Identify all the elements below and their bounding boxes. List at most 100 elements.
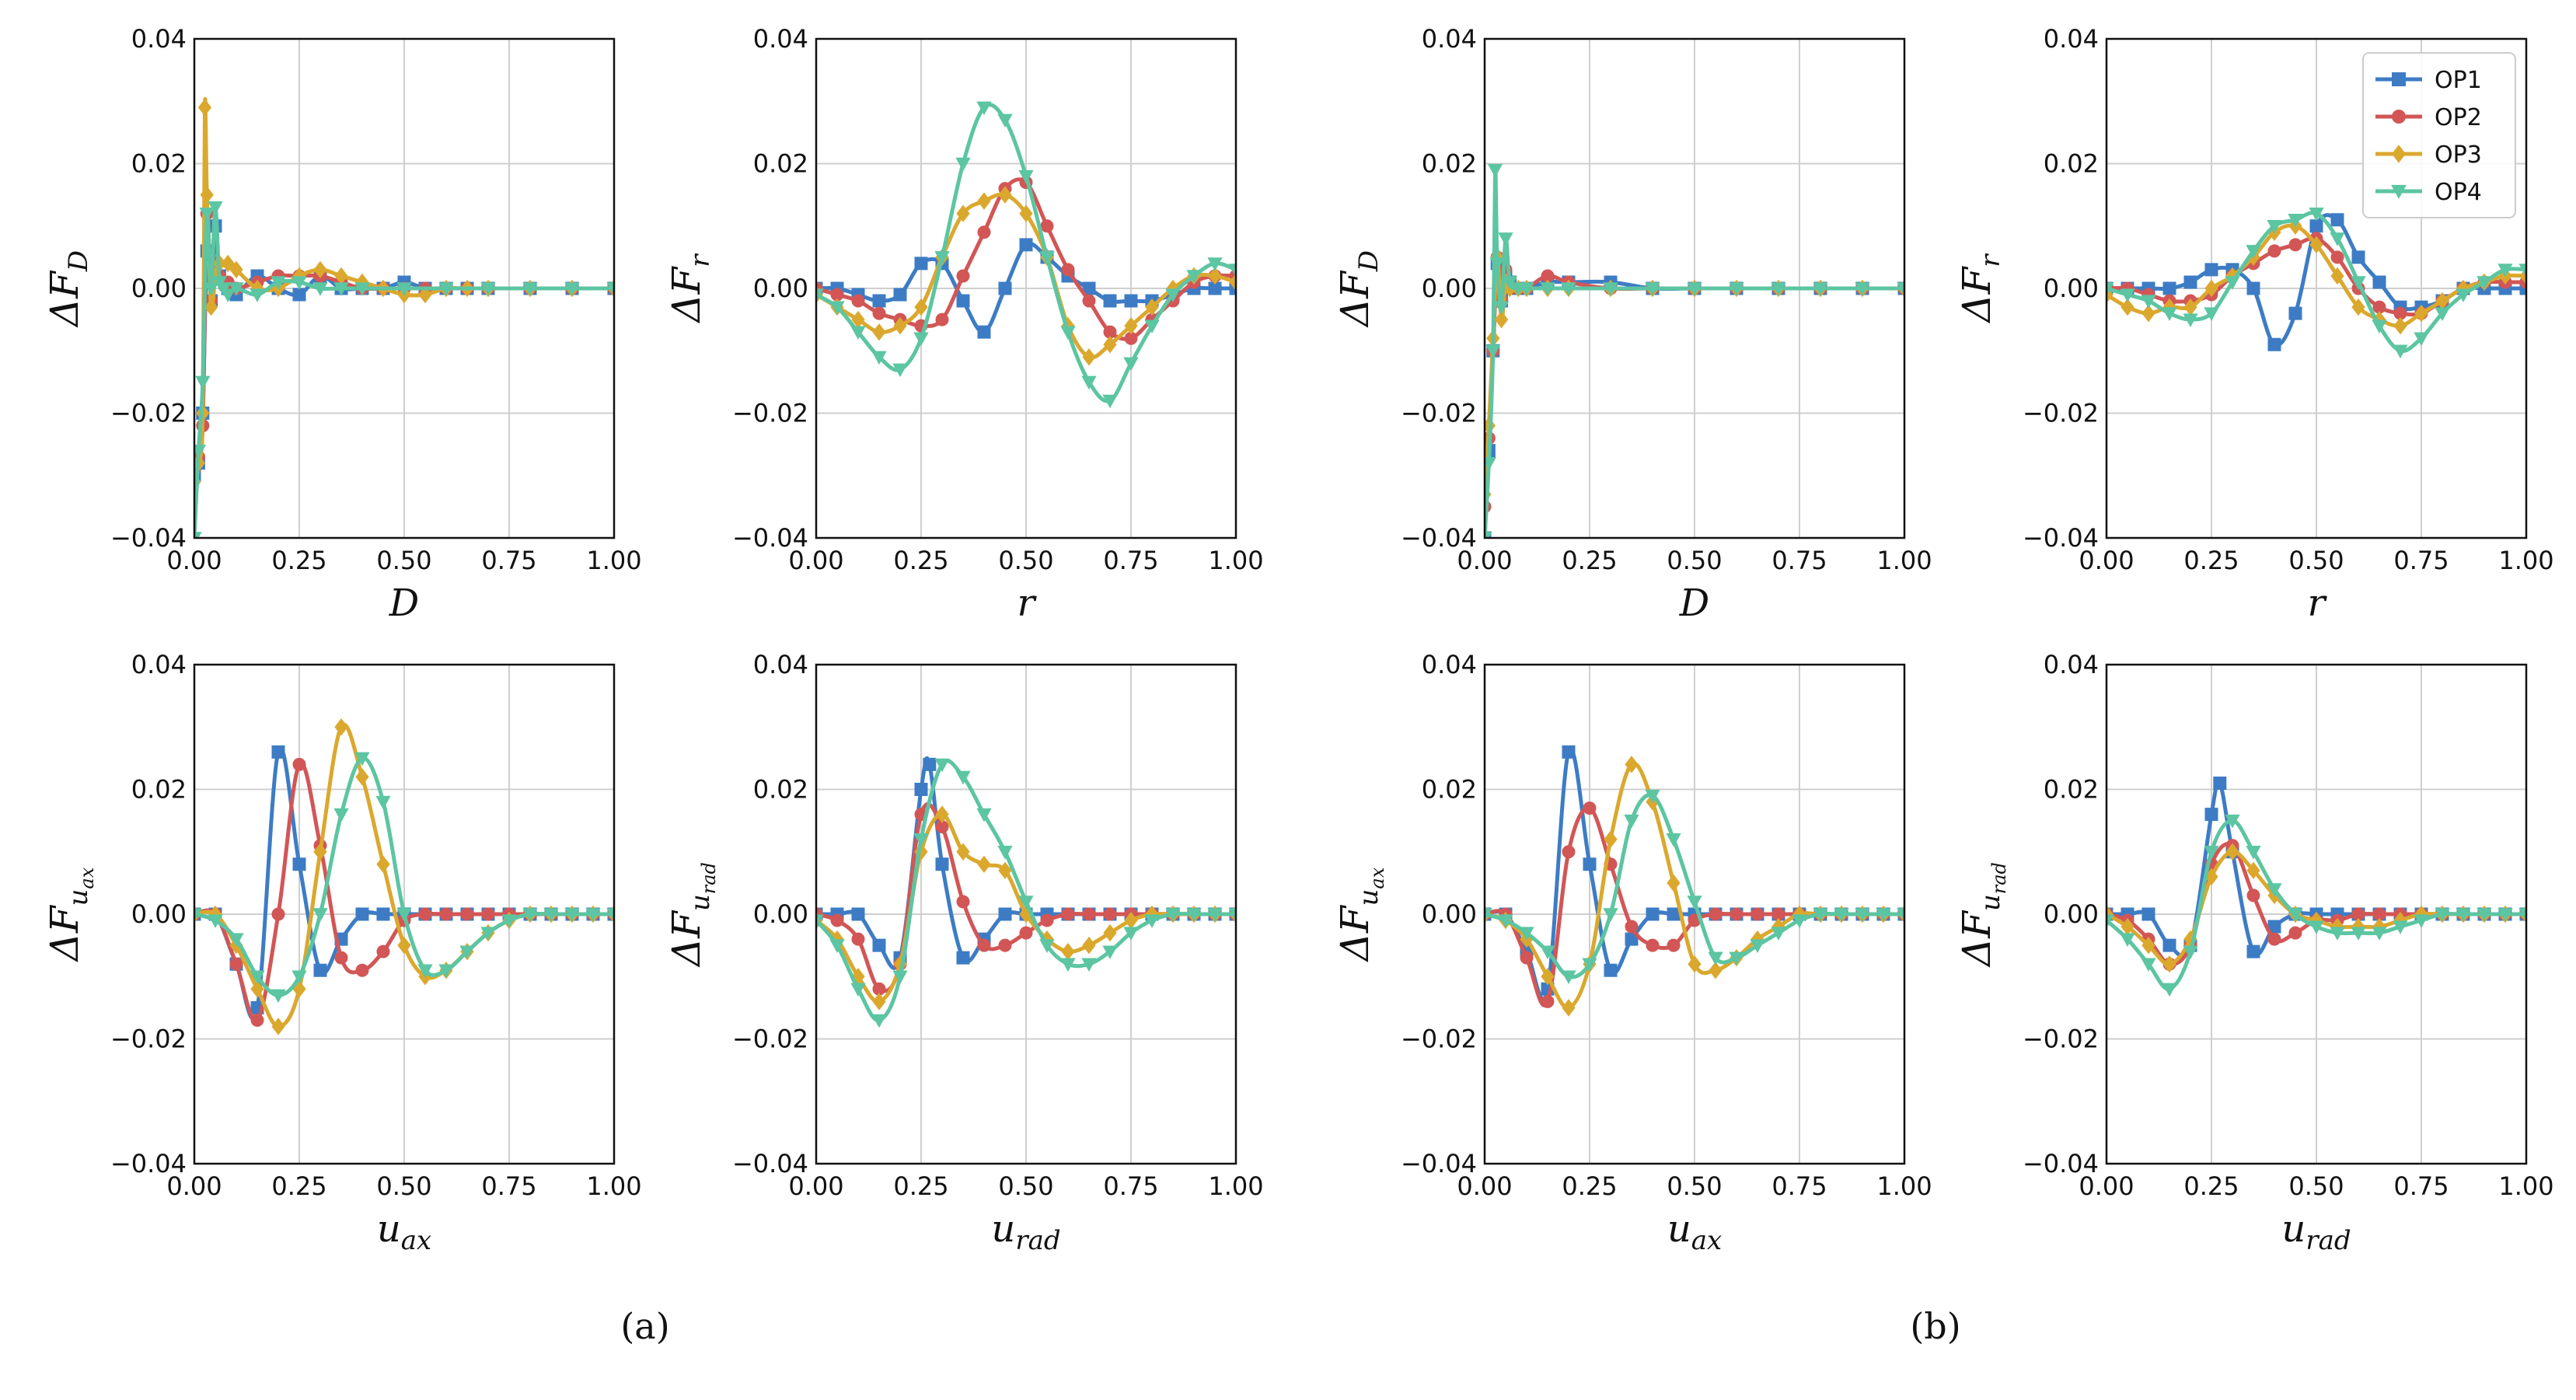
data-point-op4 [1897, 908, 1904, 922]
chart-panel-b-r: 0.00 0.25 0.50 0.75 1.00 0.04 0.02 0.00 −0.02 −0.… [1954, 24, 2554, 625]
data-point-op3 [200, 186, 214, 204]
data-point-op4 [1228, 908, 1236, 922]
x-tick-label: 0.25 [893, 546, 948, 575]
data-point-op3 [935, 805, 949, 823]
data-point-op1 [2288, 306, 2302, 320]
series-group [2107, 208, 2526, 359]
data-point-op3 [1494, 310, 1509, 329]
x-tick-label: 0.50 [2288, 546, 2344, 575]
data-point-op4 [2393, 344, 2408, 359]
data-point-op4 [871, 1014, 887, 1028]
x-tick-label: 0.75 [2393, 1171, 2449, 1201]
data-point-op1 [893, 288, 907, 302]
y-tick-label: −0.04 [732, 1149, 808, 1178]
data-point-op2 [830, 288, 844, 302]
data-point-op4 [955, 770, 971, 785]
y-tick-label: −0.02 [1401, 1025, 1477, 1054]
data-point-op4 [2288, 214, 2303, 228]
y-axis-label: ΔFuax [1332, 867, 1388, 962]
y-tick-label: 0.04 [1422, 24, 1477, 54]
panels: 0.00 0.25 0.50 0.75 1.00 0.04 0.02 0.00 −0.02 −0.… [42, 24, 2554, 1256]
data-point-op4 [1582, 958, 1597, 972]
data-point-op4 [2246, 245, 2261, 259]
y-axis-label: ΔFurad [664, 862, 720, 968]
legend-label-op4: OP4 [2435, 179, 2482, 206]
data-point-op4 [1729, 282, 1744, 296]
x-tick-label: 0.50 [2288, 1171, 2344, 1201]
data-point-op4 [543, 908, 559, 922]
series-line-op4 [816, 759, 1236, 1022]
data-point-op3 [872, 323, 886, 341]
data-point-op1 [1562, 745, 1576, 759]
x-tick-label: 0.00 [788, 546, 843, 575]
series-group [1485, 745, 1904, 1017]
x-tick-label: 0.25 [1562, 1171, 1617, 1201]
data-point-op1 [2351, 250, 2365, 264]
y-tick-label: 0.00 [2044, 274, 2099, 303]
y-tick-label: 0.04 [131, 24, 187, 54]
x-axis-label: D [1679, 581, 1709, 625]
data-point-op2 [1625, 920, 1639, 934]
data-point-op3 [229, 260, 243, 279]
data-point-op2 [872, 982, 886, 996]
data-point-op2 [2330, 250, 2344, 264]
series-group [816, 756, 1236, 1028]
data-point-op3 [1604, 830, 1618, 848]
data-point-op2 [851, 932, 865, 946]
data-point-op4 [1060, 958, 1076, 972]
data-point-op1 [998, 907, 1012, 921]
data-point-op4 [1186, 270, 1202, 284]
data-point-op4 [375, 795, 391, 810]
data-point-op3 [2351, 298, 2365, 316]
x-tick-label: 0.75 [1103, 546, 1158, 575]
data-point-op4 [2288, 908, 2303, 922]
data-point-op1 [1667, 907, 1681, 921]
x-tick-label: 0.00 [2079, 546, 2134, 575]
data-point-op4 [1144, 914, 1160, 928]
subfigure-label-a: (a) [620, 1305, 669, 1347]
x-tick-label: 0.50 [376, 1171, 431, 1201]
data-point-op2 [1667, 938, 1681, 952]
data-point-op3 [1061, 942, 1075, 961]
data-point-op2 [2267, 244, 2281, 258]
data-point-op4 [438, 964, 454, 979]
x-tick-label: 0.25 [2183, 1171, 2239, 1201]
data-point-op4 [816, 288, 824, 302]
data-point-op3 [893, 316, 907, 335]
data-point-op1 [355, 907, 369, 921]
data-point-op1 [1583, 857, 1597, 871]
x-axis-label: r [2308, 581, 2328, 625]
y-tick-label: 0.04 [131, 650, 187, 679]
data-point-op4 [606, 908, 614, 922]
x-axis-label: urad [2281, 1207, 2351, 1256]
data-point-op4 [564, 282, 580, 296]
data-point-op2 [1040, 219, 1054, 233]
data-point-op4 [1493, 301, 1510, 315]
data-point-op2 [376, 944, 390, 958]
data-point-op4 [585, 908, 601, 922]
data-point-op3 [334, 718, 348, 736]
data-point-op4 [1519, 927, 1534, 941]
data-point-op4 [1207, 908, 1223, 922]
x-axis-label: D [389, 581, 419, 625]
data-point-op4 [2309, 920, 2324, 934]
data-point-op4 [2435, 307, 2450, 321]
data-point-op1 [2309, 219, 2323, 233]
data-point-op2 [481, 907, 495, 921]
data-point-op4 [1561, 282, 1576, 296]
data-point-op4 [396, 908, 412, 922]
data-point-op1 [2213, 776, 2227, 790]
data-point-op2 [1061, 907, 1075, 921]
data-point-op4 [850, 326, 866, 340]
y-tick-label: 0.00 [131, 899, 187, 929]
y-tick-label: 0.02 [131, 149, 187, 179]
data-point-op4 [1876, 908, 1891, 922]
data-point-op4 [2414, 914, 2429, 928]
data-point-op4 [2372, 927, 2387, 941]
x-tick-label: 0.50 [1667, 1171, 1722, 1201]
data-point-op2 [956, 269, 970, 283]
data-point-op4 [1897, 282, 1904, 296]
data-point-op1 [977, 325, 991, 339]
data-point-op4 [2204, 846, 2219, 860]
data-point-op4 [229, 933, 244, 947]
